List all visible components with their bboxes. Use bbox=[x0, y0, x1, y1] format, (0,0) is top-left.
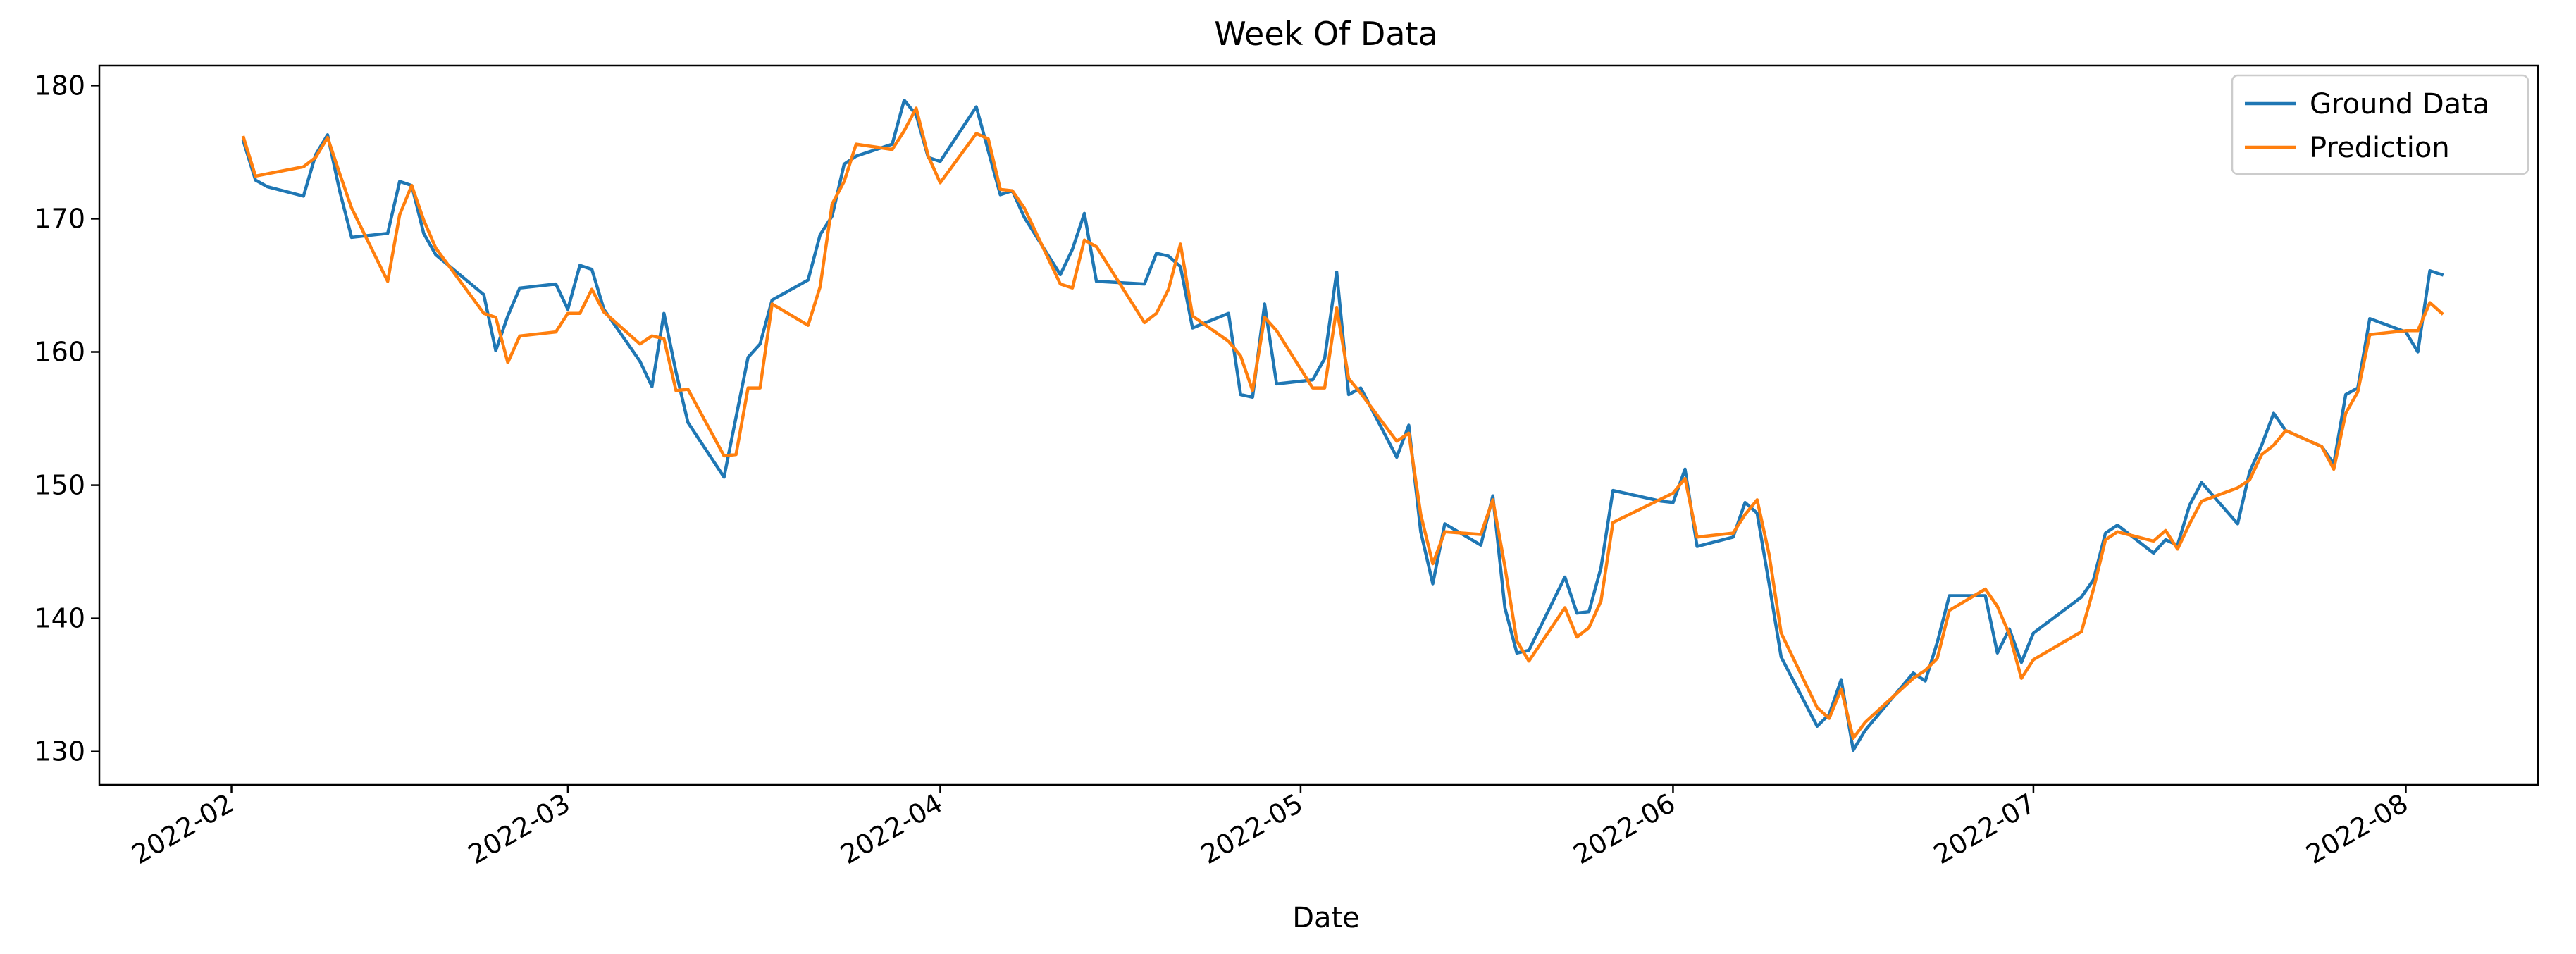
y-tick-label: 130 bbox=[34, 736, 85, 767]
legend-label: Ground Data bbox=[2310, 88, 2489, 120]
axes-frame bbox=[98, 64, 2539, 786]
x-axis-label: Date bbox=[1292, 902, 1360, 934]
series-line-prediction bbox=[241, 106, 2444, 741]
legend: Ground Data Prediction bbox=[2231, 74, 2529, 175]
legend-label: Prediction bbox=[2310, 132, 2450, 164]
y-tick-label: 160 bbox=[34, 337, 85, 368]
y-tick-label: 180 bbox=[34, 70, 85, 101]
chart-title: Week Of Data bbox=[1214, 15, 1438, 53]
series-layer bbox=[241, 98, 2444, 752]
y-tick-label: 170 bbox=[34, 203, 85, 234]
y-tick-label: 150 bbox=[34, 470, 85, 501]
legend-box bbox=[2231, 74, 2529, 175]
y-tick-label: 140 bbox=[34, 603, 85, 634]
y-axis: 130 140 150 160 170 180 bbox=[34, 70, 99, 767]
